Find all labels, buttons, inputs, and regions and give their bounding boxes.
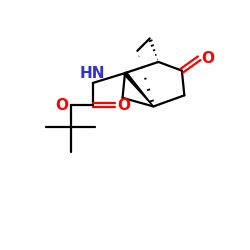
Text: O: O: [117, 98, 130, 113]
Text: O: O: [56, 98, 69, 113]
Text: O: O: [201, 51, 214, 66]
Text: HN: HN: [80, 66, 106, 82]
Polygon shape: [124, 72, 154, 106]
